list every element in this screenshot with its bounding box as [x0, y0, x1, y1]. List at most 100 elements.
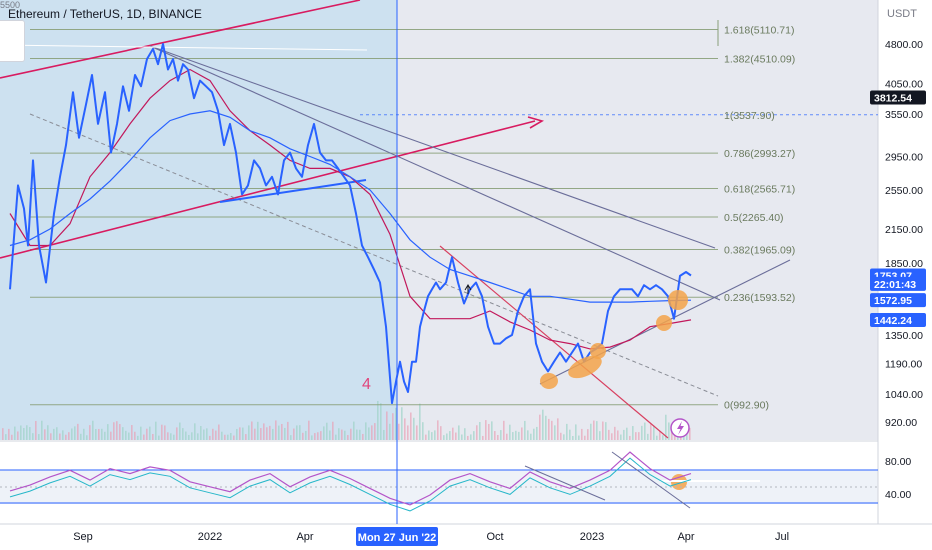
blue-neckline[interactable] — [219, 179, 367, 203]
highlight-marker — [540, 373, 558, 389]
volume-bar — [659, 431, 661, 440]
volume-bar — [632, 426, 634, 440]
volume-bar — [428, 430, 430, 440]
volume-bar — [359, 429, 361, 440]
volume-bar — [509, 424, 511, 440]
fib-level-label: 1.618(5110.71) — [724, 24, 794, 36]
volume-bar — [398, 423, 400, 440]
volume-bar — [362, 433, 364, 440]
volume-bar — [143, 434, 145, 440]
volume-bar — [554, 425, 556, 440]
fibonacci-retracement[interactable]: 1.618(5110.71) 1.382(4510.09) 1(3537.90) 0.… — [30, 20, 878, 412]
volume-bar — [308, 420, 310, 440]
volume-bar — [539, 414, 541, 440]
volume-bar — [551, 420, 553, 440]
volume-bar — [530, 433, 532, 440]
volume-bar — [62, 430, 64, 440]
descending-resistance-line[interactable] — [149, 45, 716, 249]
fib-level-label: 0.382(1965.09) — [724, 244, 795, 256]
volume-bar — [368, 427, 370, 440]
volume-bar — [56, 427, 58, 440]
time-axis[interactable]: Sep 2022 Apr Oct 2023 Apr Jul Mon 27 Jun '22 — [73, 527, 789, 546]
price-axis[interactable]: 4800.00 4050.00 3550.00 2950.00 2550.00 2150.… — [870, 39, 926, 501]
volume-bar — [293, 428, 295, 440]
volume-bar — [137, 435, 139, 440]
rsi-trend-line[interactable] — [524, 465, 606, 501]
volume-bar — [320, 431, 322, 440]
volume-bar — [575, 424, 577, 440]
volume-bar — [545, 415, 547, 440]
fib-level-label: 0.236(1593.52) — [724, 292, 795, 304]
volume-bar — [332, 421, 334, 440]
volume-bar — [134, 431, 136, 440]
cursor-arrow-icon — [464, 284, 472, 294]
volume-bar — [218, 424, 220, 440]
volume-bar — [578, 435, 580, 440]
volume-bar — [626, 427, 628, 440]
volume-bar — [485, 420, 487, 440]
volume-bar — [416, 425, 418, 440]
volume-bar — [410, 412, 412, 440]
volume-bar — [335, 434, 337, 440]
volume-bar — [185, 431, 187, 440]
volume-bar — [566, 423, 568, 440]
price-axis-tick: 2550.00 — [885, 185, 923, 197]
volume-bar — [83, 428, 85, 440]
volume-bar — [569, 429, 571, 440]
volume-bar — [257, 421, 259, 440]
volume-bar — [236, 428, 238, 440]
volume-bar — [44, 429, 46, 440]
volume-bar — [347, 435, 349, 440]
volume-bar — [536, 426, 538, 440]
volume-bar — [605, 422, 607, 440]
volume-bar — [299, 425, 301, 440]
upper-channel-line[interactable] — [0, 0, 361, 79]
chart-side-panel[interactable] — [0, 20, 25, 62]
highlight-markers — [540, 290, 688, 490]
volume-bar — [617, 430, 619, 440]
volume-bar — [434, 430, 436, 440]
volume-bar — [431, 432, 433, 440]
volume-bar — [641, 425, 643, 440]
volume-bar — [215, 430, 217, 440]
volume-bar — [662, 435, 664, 440]
volume-bar — [653, 425, 655, 440]
fib-level-label: 0.618(2565.71) — [724, 183, 795, 195]
volume-bar — [131, 425, 133, 440]
highlight-marker — [668, 290, 688, 310]
volume-bar — [422, 422, 424, 440]
volume-bar — [8, 428, 10, 440]
ma-fast-badge — [870, 293, 926, 308]
volume-bar — [395, 407, 397, 440]
price-line-group — [9, 43, 692, 405]
alert-button[interactable] — [670, 418, 690, 438]
volume-bar — [89, 425, 91, 440]
volume-bar — [71, 428, 73, 440]
price-axis-tick: 1040.00 — [885, 389, 923, 401]
volume-bar — [635, 432, 637, 440]
countdown-badge — [870, 276, 926, 291]
volume-bar — [23, 428, 25, 440]
volume-bar — [38, 434, 40, 440]
volume-bar — [119, 424, 121, 440]
volume-bar — [260, 428, 262, 440]
time-axis-tick: 2023 — [580, 531, 604, 543]
rsi-trend-line[interactable] — [611, 451, 691, 509]
volume-bar — [446, 433, 448, 440]
volume-bar — [602, 421, 604, 440]
volume-bar — [239, 427, 241, 440]
volume-bar — [515, 430, 517, 440]
symbol-title: Ethereum / TetherUS, 1D, BINANCE — [8, 7, 202, 21]
volume-bar — [356, 429, 358, 440]
rising-trend-line[interactable] — [0, 120, 536, 259]
volume-bar — [188, 434, 190, 440]
crosshair-shaded-region — [0, 0, 397, 440]
volume-bar — [92, 420, 94, 440]
volume-bar — [686, 433, 688, 440]
descending-resistance-line-inner[interactable] — [149, 45, 721, 301]
volume-bar — [155, 421, 157, 440]
volume-bar — [77, 423, 79, 440]
box-top-edge[interactable] — [0, 44, 368, 51]
